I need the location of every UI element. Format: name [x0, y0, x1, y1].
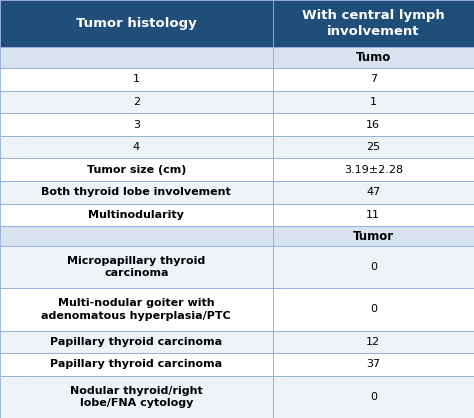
Text: 47: 47	[366, 187, 381, 197]
Bar	[273, 353, 474, 376]
Text: Papillary thyroid carcinoma: Papillary thyroid carcinoma	[50, 337, 222, 347]
Bar	[0, 136, 273, 158]
Text: Multi-nodular goiter with
adenomatous hyperplasia/PTC: Multi-nodular goiter with adenomatous hy…	[41, 298, 231, 321]
Bar	[273, 113, 474, 136]
Text: 25: 25	[366, 142, 380, 152]
Bar	[0, 331, 273, 353]
Bar	[0, 246, 273, 288]
Text: Tumor size (cm): Tumor size (cm)	[87, 165, 186, 175]
Bar	[273, 91, 474, 113]
Bar	[0, 181, 273, 204]
Text: 1: 1	[133, 74, 140, 84]
Bar	[273, 136, 474, 158]
Text: With central lymph
involvement: With central lymph involvement	[302, 9, 445, 38]
Bar	[0, 68, 273, 91]
Text: 7: 7	[370, 74, 377, 84]
Bar	[273, 331, 474, 353]
Bar	[273, 226, 474, 246]
Text: 0: 0	[370, 262, 377, 272]
Bar	[273, 47, 474, 68]
Bar	[0, 226, 273, 246]
Text: 0: 0	[370, 304, 377, 314]
Bar	[273, 288, 474, 331]
Bar	[273, 158, 474, 181]
Text: Tumor: Tumor	[353, 229, 394, 242]
Text: Tumor histology: Tumor histology	[76, 17, 197, 30]
Bar	[0, 353, 273, 376]
Bar	[0, 91, 273, 113]
Text: 12: 12	[366, 337, 380, 347]
Text: Micropapillary thyroid
carcinoma: Micropapillary thyroid carcinoma	[67, 256, 205, 278]
Text: 11: 11	[366, 210, 380, 220]
Text: 1: 1	[370, 97, 377, 107]
Text: 3.19±2.28: 3.19±2.28	[344, 165, 403, 175]
Bar	[0, 158, 273, 181]
Bar	[273, 0, 474, 47]
Bar	[273, 376, 474, 418]
Bar	[0, 47, 273, 68]
Text: 2: 2	[133, 97, 140, 107]
Text: Nodular thyroid/right
lobe/FNA cytology: Nodular thyroid/right lobe/FNA cytology	[70, 386, 203, 408]
Bar	[273, 68, 474, 91]
Bar	[273, 204, 474, 226]
Text: Multinodularity: Multinodularity	[88, 210, 184, 220]
Text: 0: 0	[370, 392, 377, 402]
Bar	[0, 376, 273, 418]
Text: 4: 4	[133, 142, 140, 152]
Bar	[0, 204, 273, 226]
Text: 37: 37	[366, 359, 380, 370]
Bar	[273, 181, 474, 204]
Bar	[273, 246, 474, 288]
Bar	[0, 113, 273, 136]
Text: 3: 3	[133, 120, 140, 130]
Text: 16: 16	[366, 120, 380, 130]
Text: Tumo: Tumo	[356, 51, 391, 64]
Bar	[0, 288, 273, 331]
Bar	[0, 0, 273, 47]
Text: Both thyroid lobe involvement: Both thyroid lobe involvement	[41, 187, 231, 197]
Text: Papillary thyroid carcinoma: Papillary thyroid carcinoma	[50, 359, 222, 370]
